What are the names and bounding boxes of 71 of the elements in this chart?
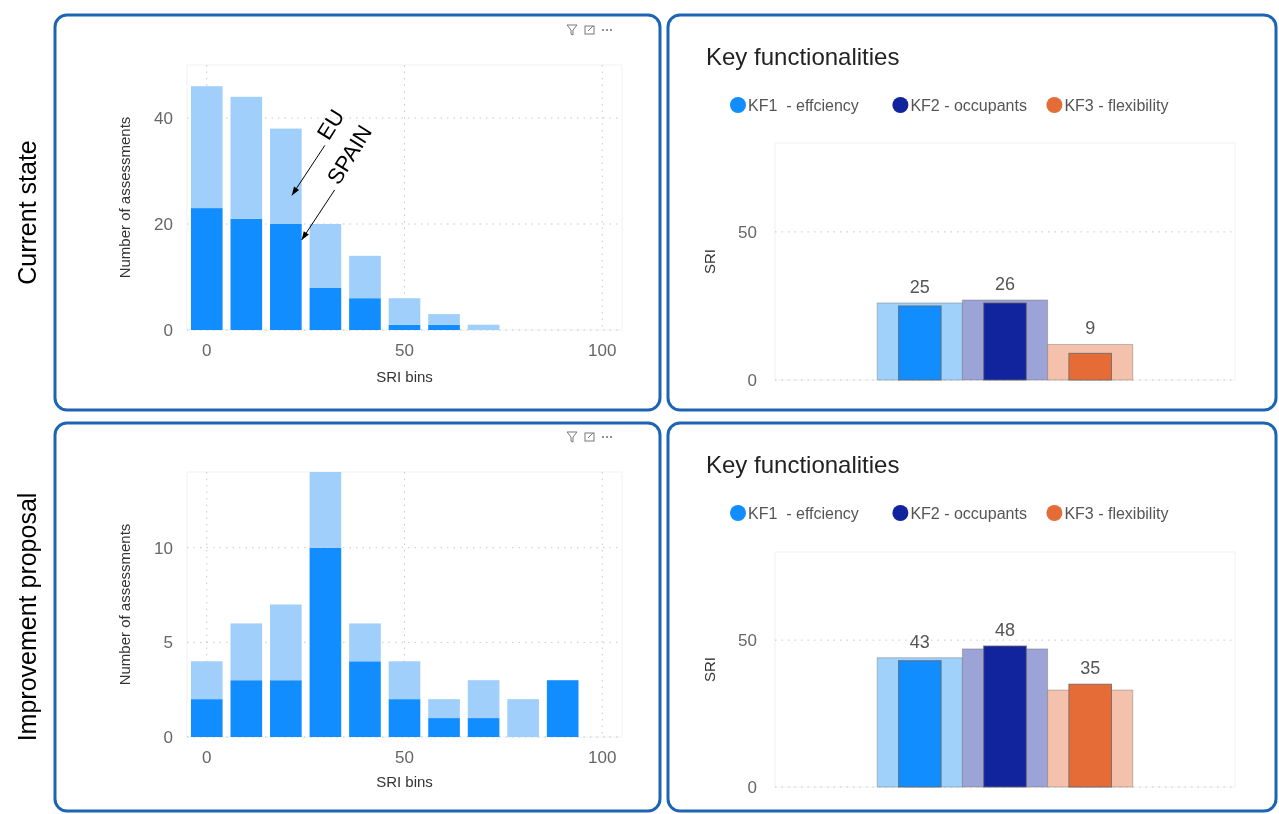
bar xyxy=(428,324,460,330)
bar xyxy=(388,324,421,330)
data-label: 43 xyxy=(909,631,930,652)
x-tick-label: 0 xyxy=(202,748,212,767)
y-tick-label: 50 xyxy=(738,631,757,651)
x-tick-label: 50 xyxy=(395,748,414,767)
x-tick-label: 50 xyxy=(395,341,414,360)
legend-label: KF3 - flexibility xyxy=(1064,96,1169,114)
bar xyxy=(349,255,381,299)
bar xyxy=(428,699,460,719)
bar xyxy=(190,661,223,700)
bar xyxy=(270,680,302,737)
bar xyxy=(230,623,263,681)
y-tick-label: 0 xyxy=(747,370,757,390)
data-label: 26 xyxy=(994,274,1016,295)
x-tick-label: 0 xyxy=(202,341,212,360)
text: Improvement proposal xyxy=(13,492,41,742)
bar xyxy=(270,128,302,224)
bar xyxy=(309,472,342,548)
y-tick-label: 0 xyxy=(163,727,173,747)
bar xyxy=(309,224,342,288)
bar xyxy=(309,287,342,330)
bar xyxy=(230,96,263,219)
y-tick-label: 0 xyxy=(747,777,757,797)
text: Current state xyxy=(13,140,41,285)
data-label: 35 xyxy=(1080,658,1101,679)
x-tick-label: 100 xyxy=(588,748,617,767)
bar xyxy=(190,86,223,209)
x-axis-title: SRI bins xyxy=(376,368,433,385)
legend-label: KF1 - effciency xyxy=(748,96,859,114)
y-tick-label: 0 xyxy=(163,320,173,340)
legend-label: KF3 - flexibility xyxy=(1064,504,1169,522)
y-tick-label: 50 xyxy=(738,222,757,242)
bar xyxy=(467,324,500,330)
chart-title: Key functionalities xyxy=(706,43,900,71)
legend-label: KF2 - occupants xyxy=(910,504,1027,522)
y-axis-title: Number of assessments xyxy=(116,523,133,686)
x-tick-label: 100 xyxy=(588,341,617,360)
legend-label: KF2 - occupants xyxy=(910,96,1027,114)
y-tick-label: 5 xyxy=(163,633,173,653)
x-axis-title: SRI bins xyxy=(376,773,433,790)
bar xyxy=(428,718,460,737)
bar xyxy=(467,718,500,737)
bar xyxy=(309,547,342,737)
bar xyxy=(270,604,302,681)
bar xyxy=(230,680,263,737)
bar xyxy=(349,623,381,662)
bar xyxy=(546,680,579,737)
bar xyxy=(230,218,263,330)
y-tick-label: 10 xyxy=(154,538,173,558)
bar xyxy=(270,224,302,330)
bar xyxy=(388,298,421,325)
legend-label: KF1 - effciency xyxy=(748,504,859,522)
data-label: 48 xyxy=(994,620,1016,640)
y-axis-title: SRI xyxy=(701,656,718,683)
bar xyxy=(388,699,421,737)
bar xyxy=(467,680,500,719)
bar xyxy=(428,314,460,325)
bar xyxy=(190,208,223,330)
y-tick-label: 20 xyxy=(154,214,173,234)
bar xyxy=(190,699,223,737)
bar xyxy=(349,298,381,330)
y-tick-label: 40 xyxy=(154,108,173,128)
bar xyxy=(388,661,421,700)
y-axis-title: SRI xyxy=(701,248,718,275)
bar xyxy=(507,699,539,737)
data-label: 25 xyxy=(909,276,930,297)
chart-title: Key functionalities xyxy=(706,451,900,479)
bar xyxy=(349,661,381,737)
y-axis-title: Number of assessments xyxy=(116,116,133,279)
data-label: 9 xyxy=(1085,318,1096,339)
